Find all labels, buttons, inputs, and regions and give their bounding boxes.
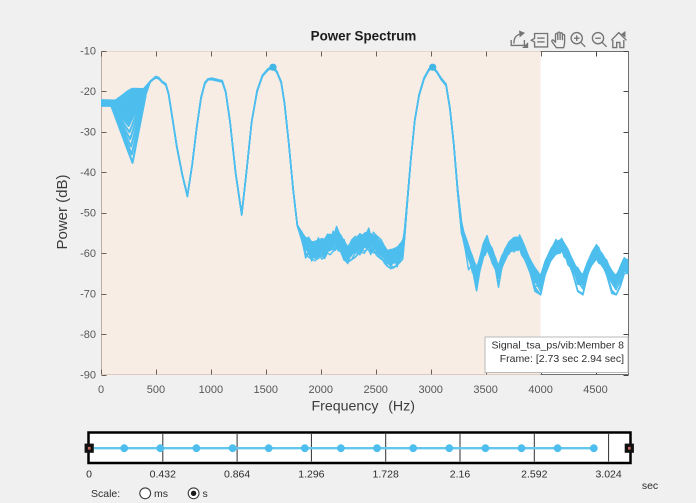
- svg-text:2500: 2500: [363, 384, 387, 396]
- svg-text:3000: 3000: [418, 384, 442, 396]
- svg-text:-50: -50: [80, 208, 96, 220]
- svg-text:Frequency: Frequency: [311, 399, 379, 415]
- svg-text:1000: 1000: [199, 384, 223, 396]
- svg-text:-80: -80: [80, 329, 96, 341]
- svg-text:Power (dB): Power (dB): [54, 174, 71, 249]
- svg-text:2.592: 2.592: [521, 469, 547, 481]
- svg-text:Power Spectrum: Power Spectrum: [311, 28, 417, 43]
- svg-text:0.432: 0.432: [150, 469, 176, 481]
- svg-text:Signal_tsa_ps/vib:Member 8: Signal_tsa_ps/vib:Member 8: [492, 340, 625, 352]
- svg-text:0: 0: [98, 384, 104, 396]
- svg-text:1.728: 1.728: [373, 469, 399, 481]
- svg-text:0.864: 0.864: [224, 469, 250, 481]
- svg-text:-70: -70: [80, 289, 96, 301]
- svg-text:Scale:: Scale:: [91, 488, 120, 500]
- svg-text:0: 0: [86, 469, 92, 481]
- svg-text:-10: -10: [80, 46, 96, 58]
- svg-text:-30: -30: [80, 127, 96, 139]
- svg-text:500: 500: [147, 384, 165, 396]
- svg-text:-20: -20: [80, 86, 96, 98]
- svg-text:3500: 3500: [473, 384, 497, 396]
- svg-text:2.16: 2.16: [450, 469, 471, 481]
- svg-text:(Hz): (Hz): [388, 399, 415, 415]
- svg-text:1.296: 1.296: [298, 469, 324, 481]
- svg-text:2000: 2000: [309, 384, 333, 396]
- svg-text:-90: -90: [80, 370, 96, 382]
- svg-text:Frame: [2.73 sec 2.94 sec]: Frame: [2.73 sec 2.94 sec]: [500, 353, 624, 365]
- svg-text:-40: -40: [80, 167, 96, 179]
- svg-text:4500: 4500: [583, 384, 607, 396]
- svg-text:sec: sec: [642, 480, 658, 492]
- svg-text:s: s: [203, 488, 208, 500]
- svg-text:4000: 4000: [528, 384, 552, 396]
- svg-text:1500: 1500: [254, 384, 278, 396]
- svg-text:-60: -60: [80, 248, 96, 260]
- svg-text:ms: ms: [154, 488, 168, 500]
- svg-text:3.024: 3.024: [595, 469, 621, 481]
